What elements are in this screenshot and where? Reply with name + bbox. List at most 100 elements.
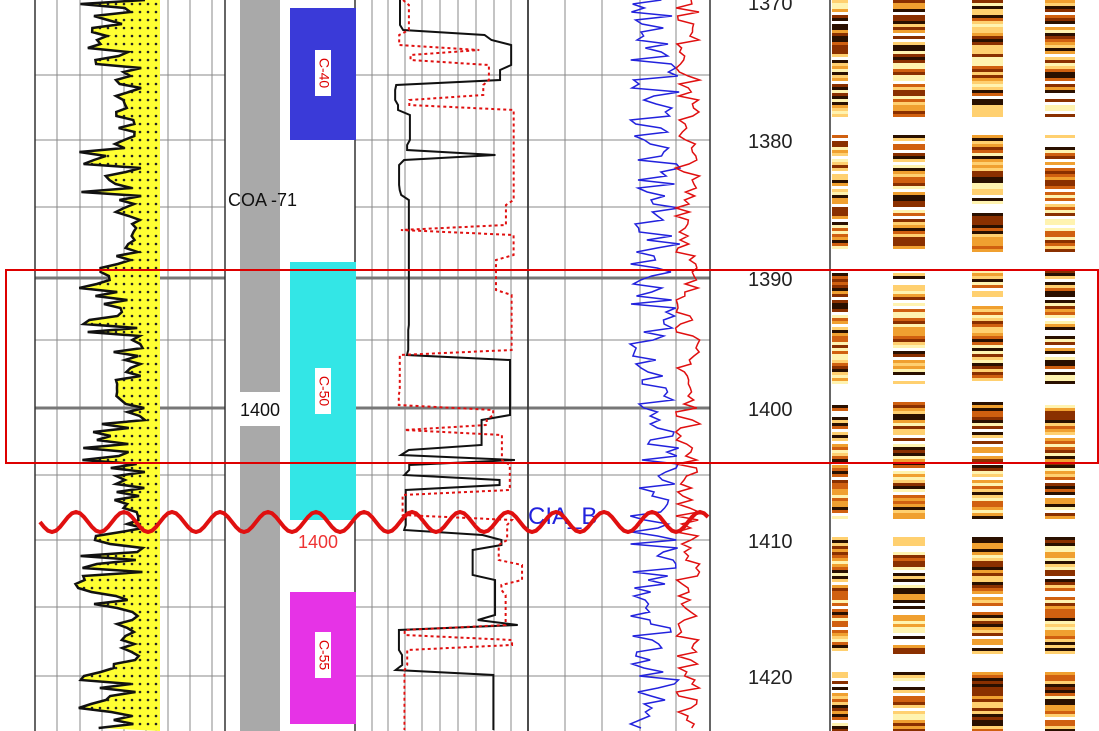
- image-stripe: [893, 672, 925, 675]
- image-stripe: [972, 105, 1003, 108]
- image-stripe: [972, 498, 1003, 501]
- image-stripe: [972, 321, 1003, 324]
- image-stripe: [832, 648, 848, 651]
- image-stripe: [893, 600, 925, 603]
- image-stripe: [972, 99, 1003, 102]
- image-stripe: [832, 423, 848, 426]
- image-stripe: [1045, 711, 1075, 714]
- image-stripe: [832, 378, 848, 381]
- image-stripe: [1045, 93, 1075, 96]
- image-stripe: [972, 678, 1003, 681]
- image-stripe: [893, 606, 925, 609]
- image-stripe: [832, 12, 848, 15]
- image-stripe: [832, 630, 848, 633]
- image-stripe: [893, 369, 925, 372]
- image-stripe: [1045, 42, 1075, 45]
- image-log: [832, 0, 1075, 731]
- image-stripe: [1045, 654, 1075, 657]
- image-stripe: [832, 672, 848, 675]
- image-stripe: [893, 99, 925, 102]
- image-stripe: [972, 306, 1003, 309]
- image-stripe: [972, 609, 1003, 612]
- image-stripe: [1045, 84, 1075, 87]
- image-stripe: [832, 153, 848, 156]
- image-stripe: [972, 174, 1003, 177]
- image-stripe: [832, 111, 848, 114]
- image-stripe: [832, 702, 848, 705]
- image-stripe: [832, 678, 848, 681]
- image-stripe: [1045, 390, 1075, 393]
- image-stripe: [1045, 222, 1075, 225]
- image-stripe: [972, 612, 1003, 615]
- image-stripe: [832, 726, 848, 729]
- image-stripe: [1045, 387, 1075, 390]
- image-stripe: [1045, 261, 1075, 264]
- zone-label: C-50: [316, 376, 332, 407]
- image-stripe: [893, 513, 925, 516]
- image-stripe: [972, 87, 1003, 90]
- image-stripe: [832, 123, 848, 126]
- image-stripe: [972, 579, 1003, 582]
- image-stripe: [1045, 465, 1075, 468]
- image-stripe: [893, 657, 925, 660]
- image-stripe: [893, 633, 925, 636]
- image-stripe: [893, 570, 925, 573]
- image-stripe: [972, 123, 1003, 126]
- image-stripe: [972, 390, 1003, 393]
- image-stripe: [893, 96, 925, 99]
- image-stripe: [972, 369, 1003, 372]
- image-stripe: [1045, 483, 1075, 486]
- image-stripe: [972, 180, 1003, 183]
- image-stripe: [893, 630, 925, 633]
- image-stripe: [893, 18, 925, 21]
- image-stripe: [1045, 291, 1075, 294]
- image-stripe: [893, 666, 925, 669]
- image-stripe: [1045, 666, 1075, 669]
- image-stripe: [972, 381, 1003, 384]
- image-stripe: [893, 441, 925, 444]
- image-stripe: [1045, 231, 1075, 234]
- image-stripe: [832, 522, 848, 525]
- image-stripe: [832, 36, 848, 39]
- image-stripe: [1045, 192, 1075, 195]
- image-stripe: [832, 174, 848, 177]
- image-stripe: [1045, 315, 1075, 318]
- image-stripe: [972, 540, 1003, 543]
- image-stripe: [893, 69, 925, 72]
- image-stripe: [972, 258, 1003, 261]
- image-stripe: [832, 240, 848, 243]
- image-stripe: [972, 534, 1003, 537]
- image-stripe: [832, 684, 848, 687]
- image-stripe: [972, 489, 1003, 492]
- image-stripe: [832, 507, 848, 510]
- image-stripe: [1045, 498, 1075, 501]
- image-stripe: [972, 276, 1003, 279]
- image-stripe: [972, 393, 1003, 396]
- image-stripe: [832, 312, 848, 315]
- image-stripe: [832, 243, 848, 246]
- image-stripe: [832, 513, 848, 516]
- image-stripe: [832, 276, 848, 279]
- image-stripe: [893, 327, 925, 330]
- image-stripe: [893, 156, 925, 159]
- image-stripe: [832, 387, 848, 390]
- image-stripe: [972, 171, 1003, 174]
- image-stripe: [972, 408, 1003, 411]
- image-stripe: [832, 453, 848, 456]
- image-stripe: [893, 669, 925, 672]
- image-stripe: [893, 159, 925, 162]
- image-stripe: [893, 654, 925, 657]
- image-stripe: [832, 411, 848, 414]
- image-stripe: [972, 120, 1003, 123]
- image-stripe: [893, 663, 925, 666]
- image-stripe: [972, 315, 1003, 318]
- image-stripe: [832, 213, 848, 216]
- image-stripe: [972, 630, 1003, 633]
- image-stripe: [972, 435, 1003, 438]
- image-stripe: [832, 114, 848, 117]
- image-stripe: [893, 195, 925, 198]
- image-stripe: [972, 615, 1003, 618]
- image-stripe: [893, 486, 925, 489]
- image-stripe: [1045, 339, 1075, 342]
- image-stripe: [972, 81, 1003, 84]
